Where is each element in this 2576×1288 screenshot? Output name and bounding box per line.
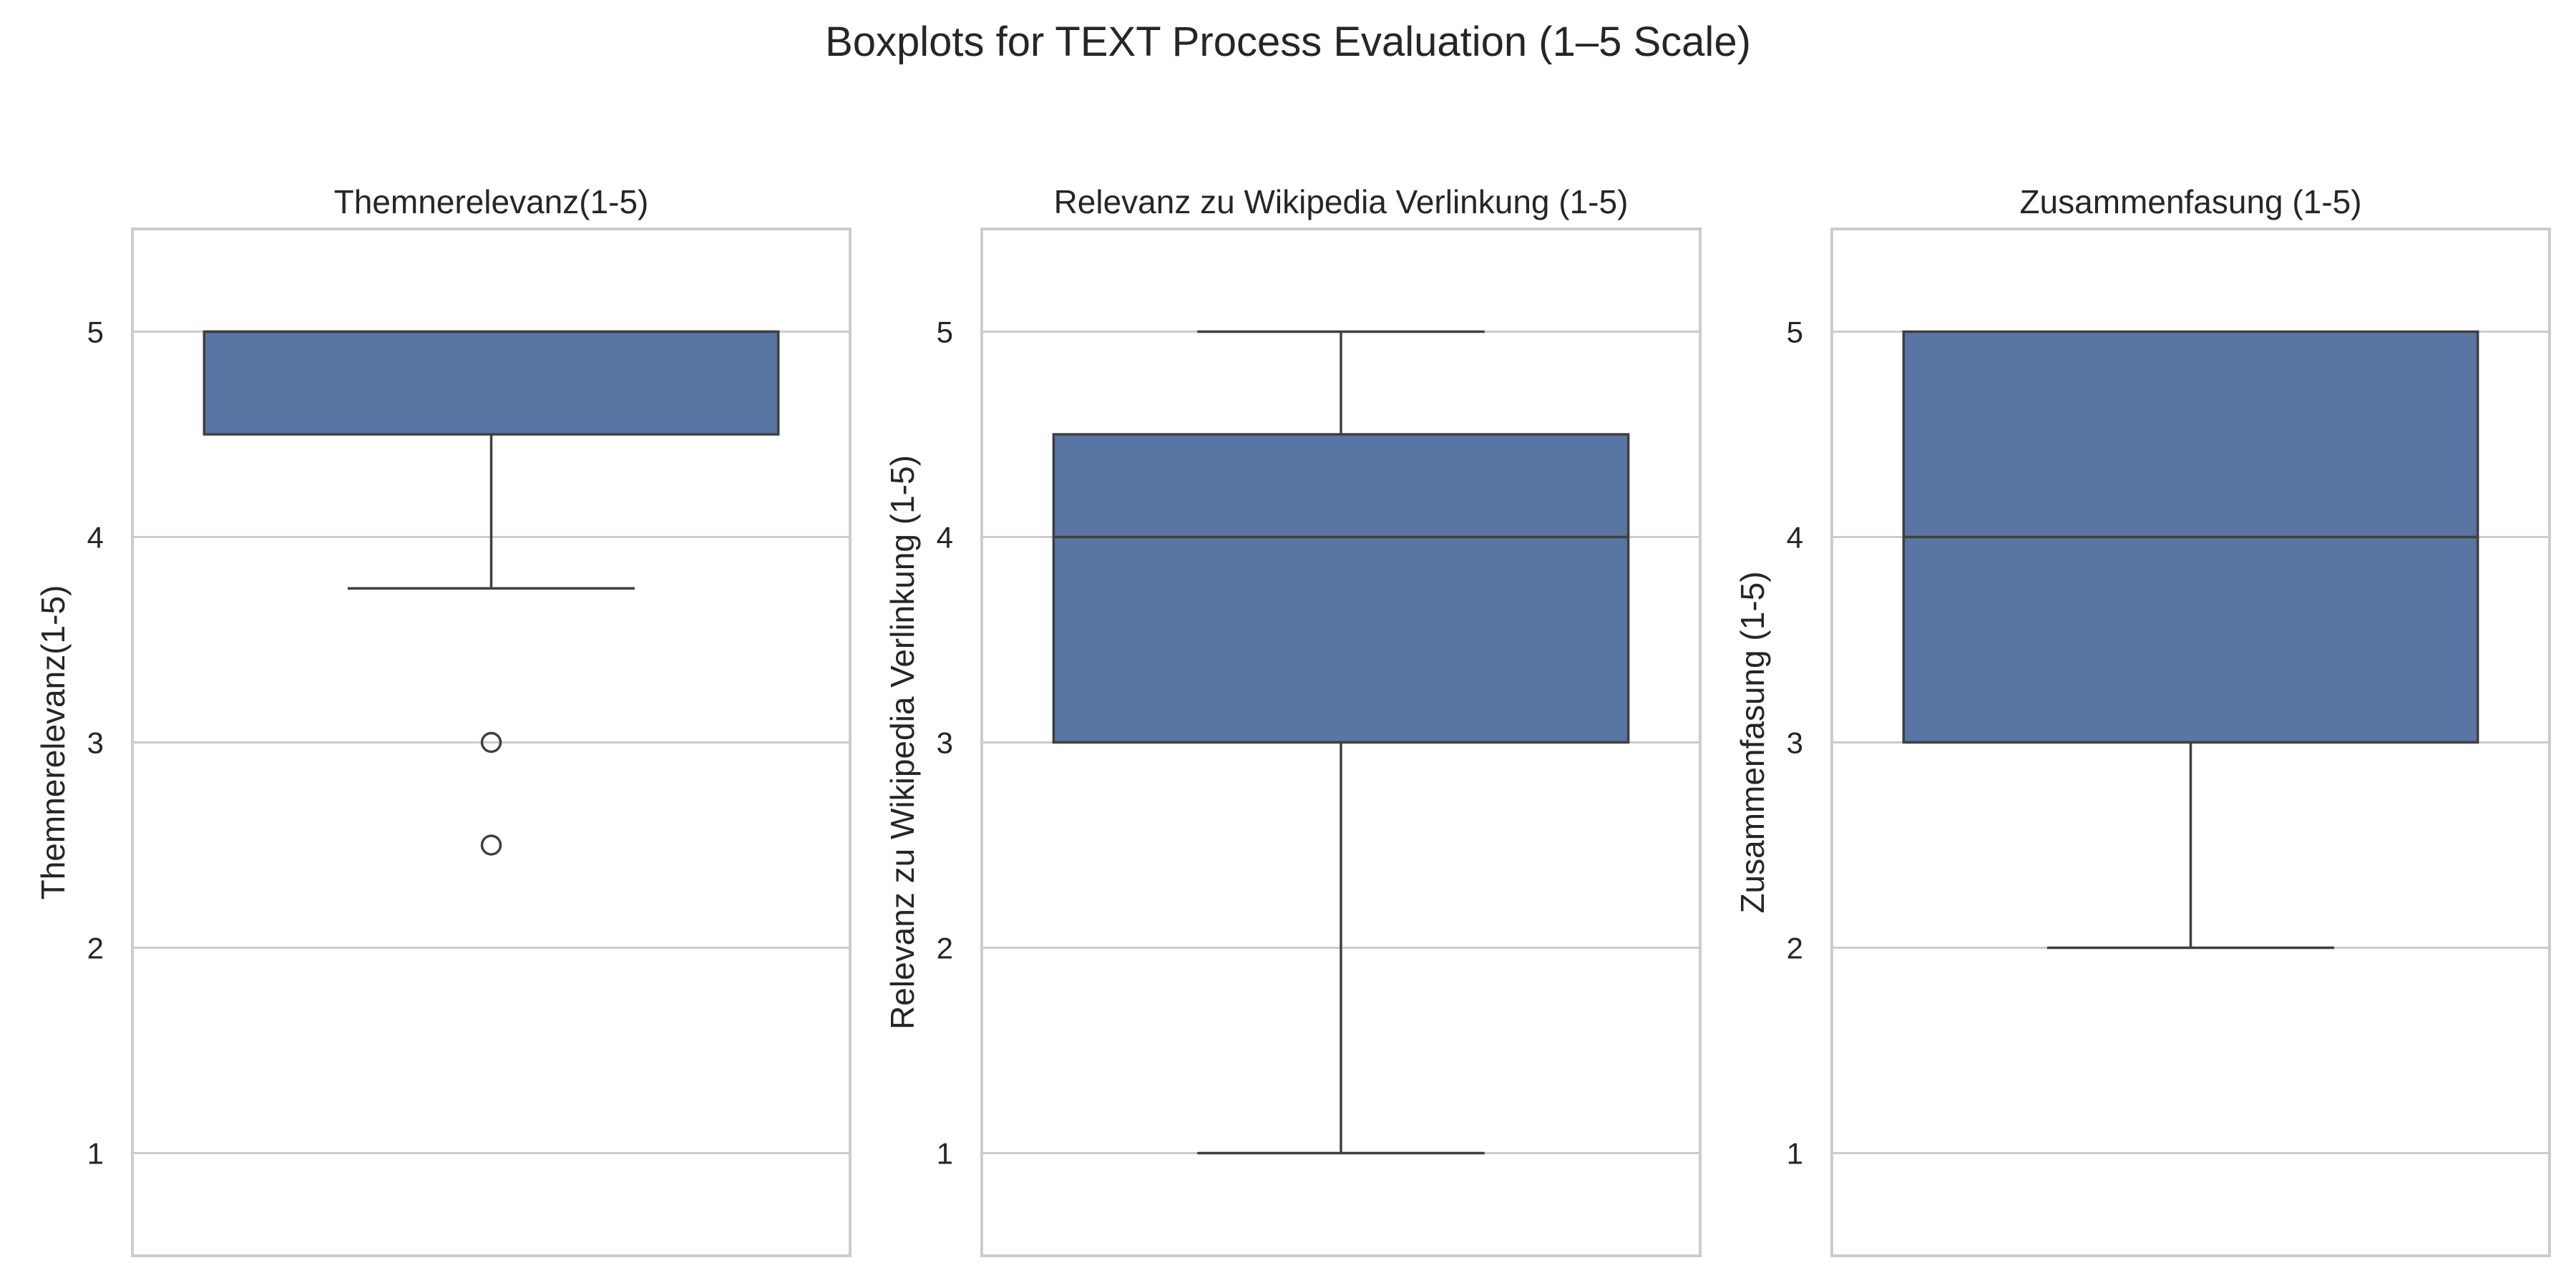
y-tick-label: 4 (1787, 521, 1803, 555)
panel-1: Themnerelevanz(1-5) 1 2 3 4 5 Themnerelevanz(1… (34, 183, 852, 1257)
panel-title: Themnerelevanz(1-5) (334, 183, 649, 220)
y-axis-label: Themnerelevanz(1-5) (34, 585, 72, 900)
y-axis-label: Relevanz zu Wikipedia Verlinkung (1-5) (884, 455, 921, 1030)
iqr-box (203, 330, 780, 436)
y-tick-label: 3 (87, 726, 104, 760)
y-tick-label: 1 (1787, 1137, 1803, 1171)
y-axis-label: Zusammenfasung (1-5) (1734, 571, 1771, 913)
y-tick-label: 5 (1787, 316, 1803, 349)
outlier-point (480, 731, 502, 753)
outlier-point (480, 834, 502, 856)
y-tick-label: 2 (1787, 932, 1803, 965)
panel-title: Zusammenfasung (1-5) (2019, 183, 2361, 220)
panels-group: Themnerelevanz(1-5) 1 2 3 4 5 Themnerelevanz(1… (34, 183, 2551, 1257)
panel-title: Relevanz zu Wikipedia Verlinkung (1-5) (1054, 183, 1629, 220)
y-tick-label: 4 (937, 521, 953, 555)
panel-3: Zusammenfasung (1-5) 1 2 3 4 5 Zusammenfasung … (1734, 183, 2551, 1257)
panel-frame (131, 228, 852, 1257)
y-tick-label: 3 (937, 726, 953, 760)
y-tick-label: 2 (937, 932, 953, 965)
y-tick-label: 5 (87, 316, 104, 349)
y-tick-label: 5 (937, 316, 953, 349)
panel-2: Relevanz zu Wikipedia Verlinkung (1-5) 1 2… (884, 183, 1702, 1257)
panel-frame (1830, 228, 2551, 1257)
y-tick-label: 1 (937, 1137, 953, 1171)
y-tick-label: 1 (87, 1137, 104, 1171)
y-tick-label: 4 (87, 521, 104, 555)
y-tick-label: 2 (87, 932, 104, 965)
iqr-box (1052, 433, 1630, 744)
y-tick-label: 3 (1787, 726, 1803, 760)
figure-title: Boxplots for TEXT Process Evaluation (1–… (825, 19, 1751, 65)
panel-frame (980, 228, 1702, 1257)
